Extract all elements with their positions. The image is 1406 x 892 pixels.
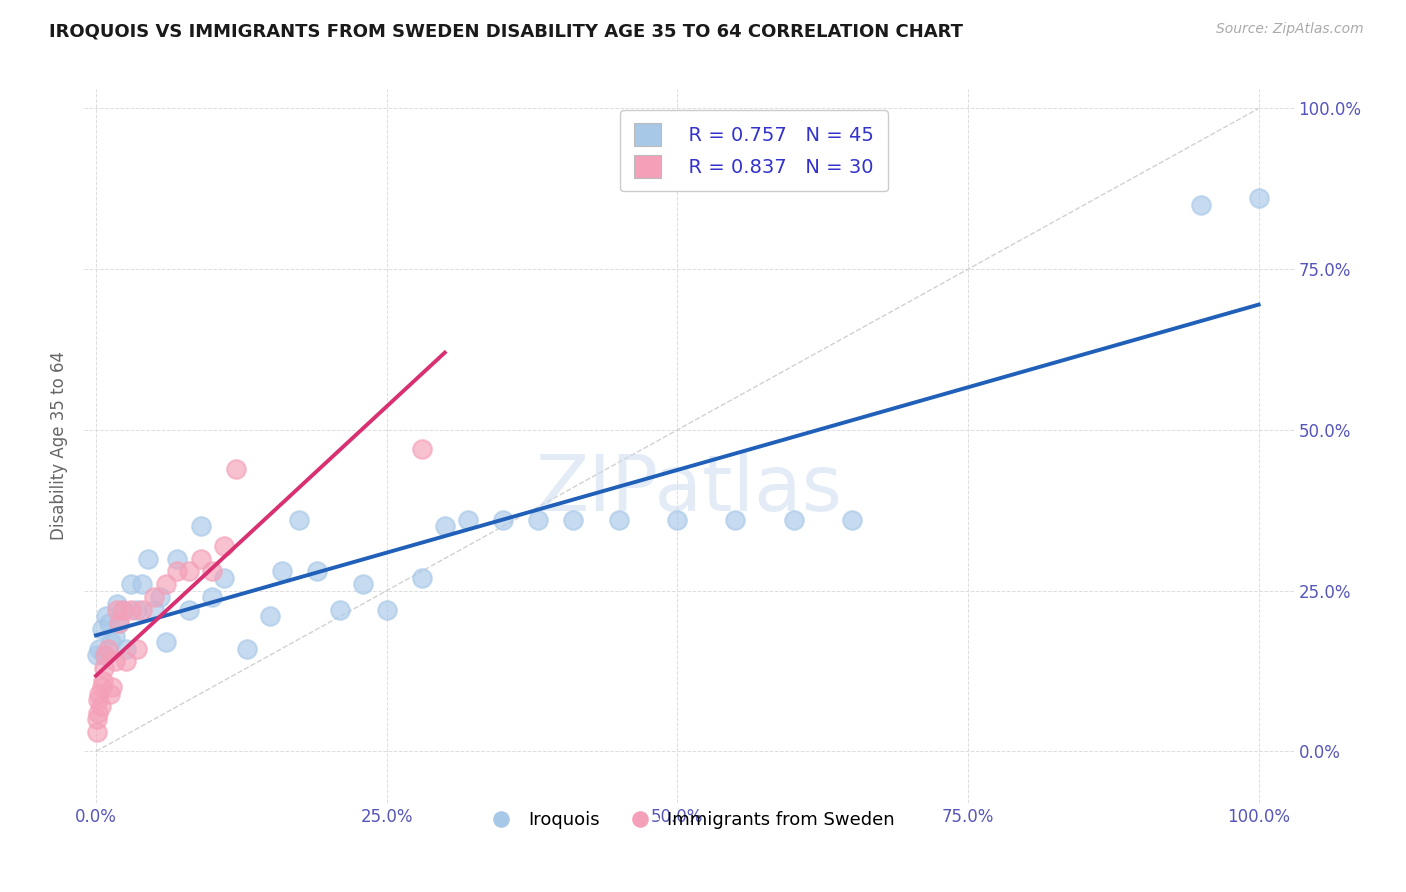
Point [492,513,515,527]
Point [97,641,120,656]
Y-axis label: Disability Age 35 to 64: Disability Age 35 to 64 [51,351,69,541]
Point [86,725,108,739]
Legend: Iroquois, Immigrants from Sweden: Iroquois, Immigrants from Sweden [477,805,901,837]
Point [136,551,159,566]
Point [89,686,111,700]
Point [166,565,188,579]
Point [90,699,112,714]
Point [457,513,479,527]
Point [212,539,235,553]
Point [666,513,689,527]
Point [120,603,142,617]
Point [201,565,224,579]
Point [190,551,212,566]
Point [352,577,374,591]
Point [1189,198,1212,212]
Point [212,571,235,585]
Point [561,513,583,527]
Point [236,641,259,656]
Point [120,577,142,591]
Point [527,513,550,527]
Point [329,603,352,617]
Point [841,513,863,527]
Point [190,519,212,533]
Point [166,551,188,566]
Point [125,603,148,617]
Text: ZIPatlas: ZIPatlas [536,450,842,527]
Point [91,673,114,688]
Point [94,648,117,662]
Point [177,565,200,579]
Point [433,519,456,533]
Point [155,577,177,591]
Point [155,635,177,649]
Point [96,609,118,624]
Point [288,513,311,527]
Point [111,603,134,617]
Point [143,590,166,604]
Point [411,442,433,457]
Point [131,577,153,591]
Point [105,597,128,611]
Point [131,603,153,617]
Point [93,648,115,662]
Point [305,565,328,579]
Point [115,654,138,668]
Point [105,603,128,617]
Point [125,641,148,656]
Point [115,641,138,656]
Point [607,513,630,527]
Point [782,513,804,527]
Text: Source: ZipAtlas.com: Source: ZipAtlas.com [1216,22,1364,37]
Point [271,565,294,579]
Point [90,680,112,694]
Point [1247,192,1270,206]
Point [86,712,108,726]
Point [101,680,124,694]
Point [89,641,111,656]
Point [108,615,131,630]
Point [104,654,127,668]
Point [108,615,131,630]
Point [177,603,200,617]
Point [104,629,127,643]
Point [411,571,433,585]
Point [111,603,134,617]
Point [149,590,172,604]
Point [97,615,120,630]
Point [724,513,747,527]
Point [87,693,110,707]
Point [93,661,115,675]
Point [143,603,166,617]
Point [86,648,108,662]
Point [259,609,281,624]
Point [225,461,247,475]
Point [100,635,122,649]
Point [90,622,112,636]
Point [98,686,121,700]
Point [201,590,224,604]
Text: IROQUOIS VS IMMIGRANTS FROM SWEDEN DISABILITY AGE 35 TO 64 CORRELATION CHART: IROQUOIS VS IMMIGRANTS FROM SWEDEN DISAB… [49,22,963,40]
Point [87,706,110,720]
Point [375,603,398,617]
